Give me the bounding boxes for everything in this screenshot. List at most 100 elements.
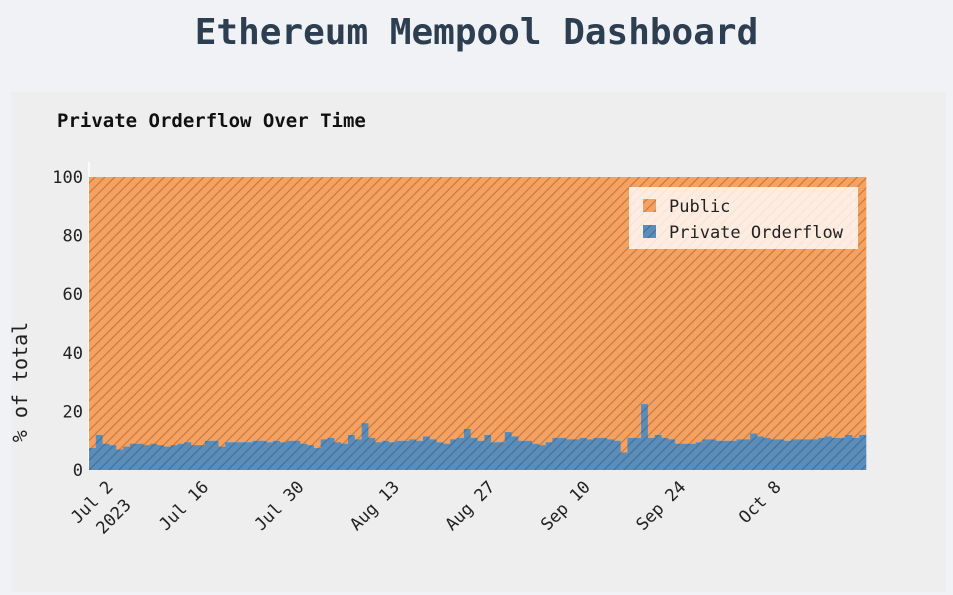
bar-private xyxy=(245,442,253,470)
bar-private xyxy=(695,442,703,470)
bar-private xyxy=(709,439,717,470)
bar-private xyxy=(770,439,778,470)
bar-public xyxy=(266,177,274,443)
bar-public xyxy=(586,177,594,440)
bar-private xyxy=(743,439,751,470)
bar-private xyxy=(579,437,587,470)
bar-public xyxy=(647,177,656,438)
y-axis-label: % of total xyxy=(11,322,32,442)
bar-private xyxy=(736,439,744,470)
y-tick-label: 80 xyxy=(63,227,83,247)
bar-public xyxy=(375,177,383,443)
bar-public xyxy=(770,177,778,440)
bar-private xyxy=(491,442,499,470)
bar-public xyxy=(532,177,540,444)
bar-public xyxy=(143,177,151,446)
bar-private xyxy=(218,446,226,470)
x-tick: Oct 8 xyxy=(735,477,785,527)
bar-public xyxy=(416,177,424,441)
bar-public xyxy=(797,177,805,440)
bar-public xyxy=(750,177,758,434)
bar-private xyxy=(368,437,376,470)
bar-private xyxy=(654,434,662,470)
bar-private xyxy=(313,448,322,470)
bar-private xyxy=(552,437,560,470)
bar-private xyxy=(436,442,444,470)
bar-private xyxy=(320,439,328,470)
bar-private xyxy=(341,443,349,470)
bar-public xyxy=(320,177,328,440)
bar-public xyxy=(743,177,751,440)
bar-public xyxy=(218,177,226,447)
bar-private xyxy=(177,443,185,470)
bar-public xyxy=(150,177,158,444)
bar-private xyxy=(593,437,601,470)
bar-public xyxy=(613,177,621,441)
bar-public xyxy=(429,177,437,440)
y-tick-label: 20 xyxy=(63,402,83,422)
bar-public xyxy=(286,177,294,441)
bar-private xyxy=(361,423,369,470)
bar-public xyxy=(791,177,799,440)
bar-private xyxy=(525,440,533,470)
bar-private xyxy=(279,442,287,470)
bar-public xyxy=(627,177,635,438)
x-tick: Sep 10 xyxy=(537,477,595,535)
bar-private xyxy=(129,443,138,470)
bar-private xyxy=(811,439,819,470)
legend-swatch xyxy=(643,225,656,238)
bar-public xyxy=(538,177,546,446)
bar-public xyxy=(688,177,696,444)
bar-private xyxy=(532,443,540,470)
bar-public xyxy=(756,177,765,437)
bar-private xyxy=(484,434,492,470)
legend: Public Private Orderflow xyxy=(629,187,858,249)
bar-public xyxy=(293,177,301,441)
bar-private xyxy=(232,442,240,470)
bar-private xyxy=(354,439,362,470)
bar-public xyxy=(225,177,233,443)
bar-private xyxy=(797,439,805,470)
bar-private xyxy=(273,440,281,470)
bar-private xyxy=(763,437,771,470)
x-tick: Jul 16 xyxy=(155,477,213,535)
bar-private xyxy=(450,439,458,470)
chart-card: Private Orderflow Over Time % of total 0… xyxy=(11,92,946,592)
bar-public xyxy=(838,177,846,438)
bar-public xyxy=(409,177,417,440)
bar-public xyxy=(163,177,172,447)
bar-private xyxy=(804,439,812,470)
bar-private xyxy=(607,439,615,470)
bar-public xyxy=(354,177,362,440)
bar-public xyxy=(784,177,792,441)
x-tick-label: Aug 27 xyxy=(442,477,500,535)
bar-public xyxy=(477,177,485,441)
bar-public xyxy=(116,177,124,450)
bar-public xyxy=(170,177,178,446)
bar-private xyxy=(688,443,696,470)
bar-private xyxy=(620,452,628,470)
chart-title: Private Orderflow Over Time xyxy=(57,110,366,132)
bar-private xyxy=(402,440,410,470)
bar-public xyxy=(777,177,785,440)
legend-swatch xyxy=(643,199,656,212)
bar-public xyxy=(334,177,342,443)
bar-public xyxy=(641,177,649,405)
bar-public xyxy=(102,177,110,444)
bar-private xyxy=(681,443,690,470)
bar-private xyxy=(859,434,867,470)
bar-private xyxy=(157,445,165,470)
bar-public xyxy=(825,177,833,437)
bar-private xyxy=(327,437,335,470)
bar-private xyxy=(286,440,294,470)
bar-public xyxy=(204,177,212,441)
bar-public xyxy=(579,177,587,438)
bar-public xyxy=(341,177,349,444)
bar-public xyxy=(198,177,206,446)
bar-public xyxy=(395,177,403,441)
bar-private xyxy=(300,443,308,470)
bar-private xyxy=(225,442,233,470)
page-title: Ethereum Mempool Dashboard xyxy=(194,12,759,53)
bar-public xyxy=(518,177,526,441)
bar-private xyxy=(627,437,635,470)
